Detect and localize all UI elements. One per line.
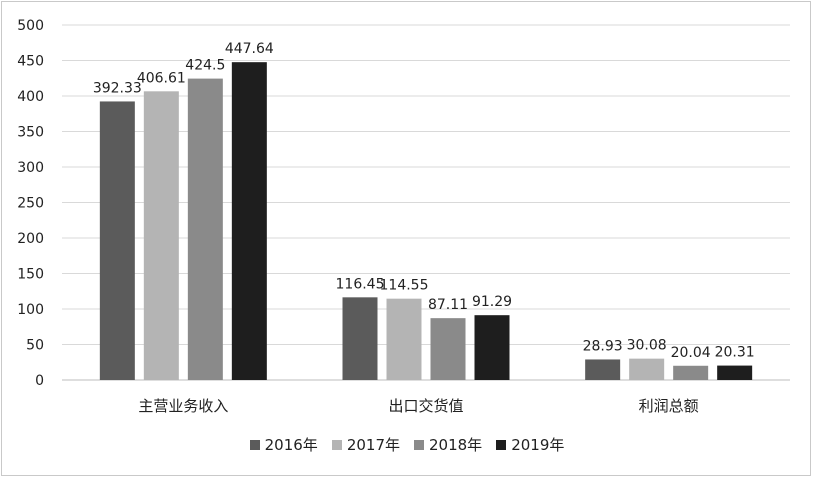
y-tick-label: 400 <box>17 89 44 105</box>
y-tick-label: 0 <box>35 373 44 389</box>
data-label: 406.61 <box>137 70 186 86</box>
y-tick-label: 50 <box>26 338 44 354</box>
legend-item: 2016年 <box>249 434 318 455</box>
data-label: 91.29 <box>472 294 512 310</box>
bar <box>99 101 135 380</box>
bar <box>231 62 267 380</box>
category-label: 出口交货值 <box>388 397 463 415</box>
legend-item: 2018年 <box>414 434 482 455</box>
bar <box>342 297 378 380</box>
y-tick-label: 250 <box>17 196 44 212</box>
category-label: 主营业务收入 <box>138 397 228 415</box>
legend-item: 2017年 <box>331 434 400 455</box>
data-label: 424.5 <box>185 58 225 74</box>
y-tick-label: 350 <box>17 125 44 141</box>
legend-swatch <box>414 439 424 450</box>
bars <box>99 62 753 381</box>
legend: 2016年 2017年 2018年 2019年 <box>0 434 814 455</box>
legend-label: 2018年 <box>429 436 483 454</box>
y-tick-label: 150 <box>17 267 44 283</box>
y-tick-label: 200 <box>17 231 44 247</box>
legend-item: 2019年 <box>496 434 564 455</box>
y-tick-label: 500 <box>17 18 44 34</box>
bar <box>629 358 665 380</box>
bar <box>187 78 223 380</box>
category-label: 利润总额 <box>639 397 699 415</box>
bar <box>143 91 179 381</box>
legend-swatch <box>331 439 342 450</box>
data-label: 87.11 <box>428 297 468 313</box>
bar <box>585 359 621 380</box>
legend-swatch <box>249 439 260 450</box>
y-tick-label: 450 <box>17 54 44 70</box>
legend-swatch <box>496 439 507 450</box>
data-label: 20.31 <box>715 345 755 361</box>
y-tick-label: 100 <box>17 302 44 318</box>
bar <box>673 365 709 380</box>
y-tick-label: 300 <box>17 160 44 176</box>
data-label: 114.55 <box>380 278 429 294</box>
data-label: 116.45 <box>336 276 385 292</box>
legend-label: 2016年 <box>264 436 318 454</box>
data-label: 392.33 <box>93 80 142 96</box>
legend-label: 2019年 <box>511 436 565 454</box>
bar <box>717 365 753 380</box>
legend-label: 2017年 <box>346 436 400 454</box>
category-labels: 主营业务收入 出口交货值 利润总额 <box>138 397 698 415</box>
data-label: 447.64 <box>225 41 274 57</box>
bar <box>430 318 466 380</box>
data-label: 20.04 <box>671 345 711 361</box>
gridlines <box>62 24 790 381</box>
bar <box>474 315 510 380</box>
data-label: 28.93 <box>583 338 623 354</box>
y-axis-ticks: 0 50 100 150 200 250 300 350 400 450 500 <box>17 18 44 389</box>
data-label: 30.08 <box>627 338 667 354</box>
bar <box>386 298 422 380</box>
